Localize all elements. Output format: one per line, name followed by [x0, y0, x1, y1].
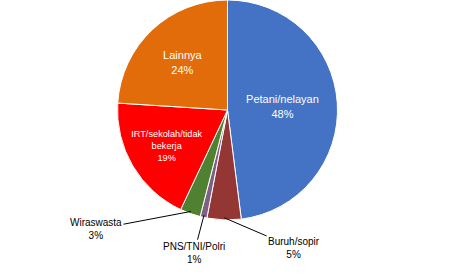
svg-text:PNS/TNI/Polri1%: PNS/TNI/Polri1% — [163, 241, 225, 265]
svg-text:Buruh/sopir5%: Buruh/sopir5% — [268, 236, 320, 260]
svg-text:Petani/nelayan48%: Petani/nelayan48% — [246, 93, 319, 119]
svg-text:Wiraswasta3%: Wiraswasta3% — [70, 217, 122, 241]
svg-text:IRT/sekolah/tidakbekerja19%: IRT/sekolah/tidakbekerja19% — [131, 129, 202, 163]
svg-text:Lainnya24%: Lainnya24% — [163, 49, 202, 75]
